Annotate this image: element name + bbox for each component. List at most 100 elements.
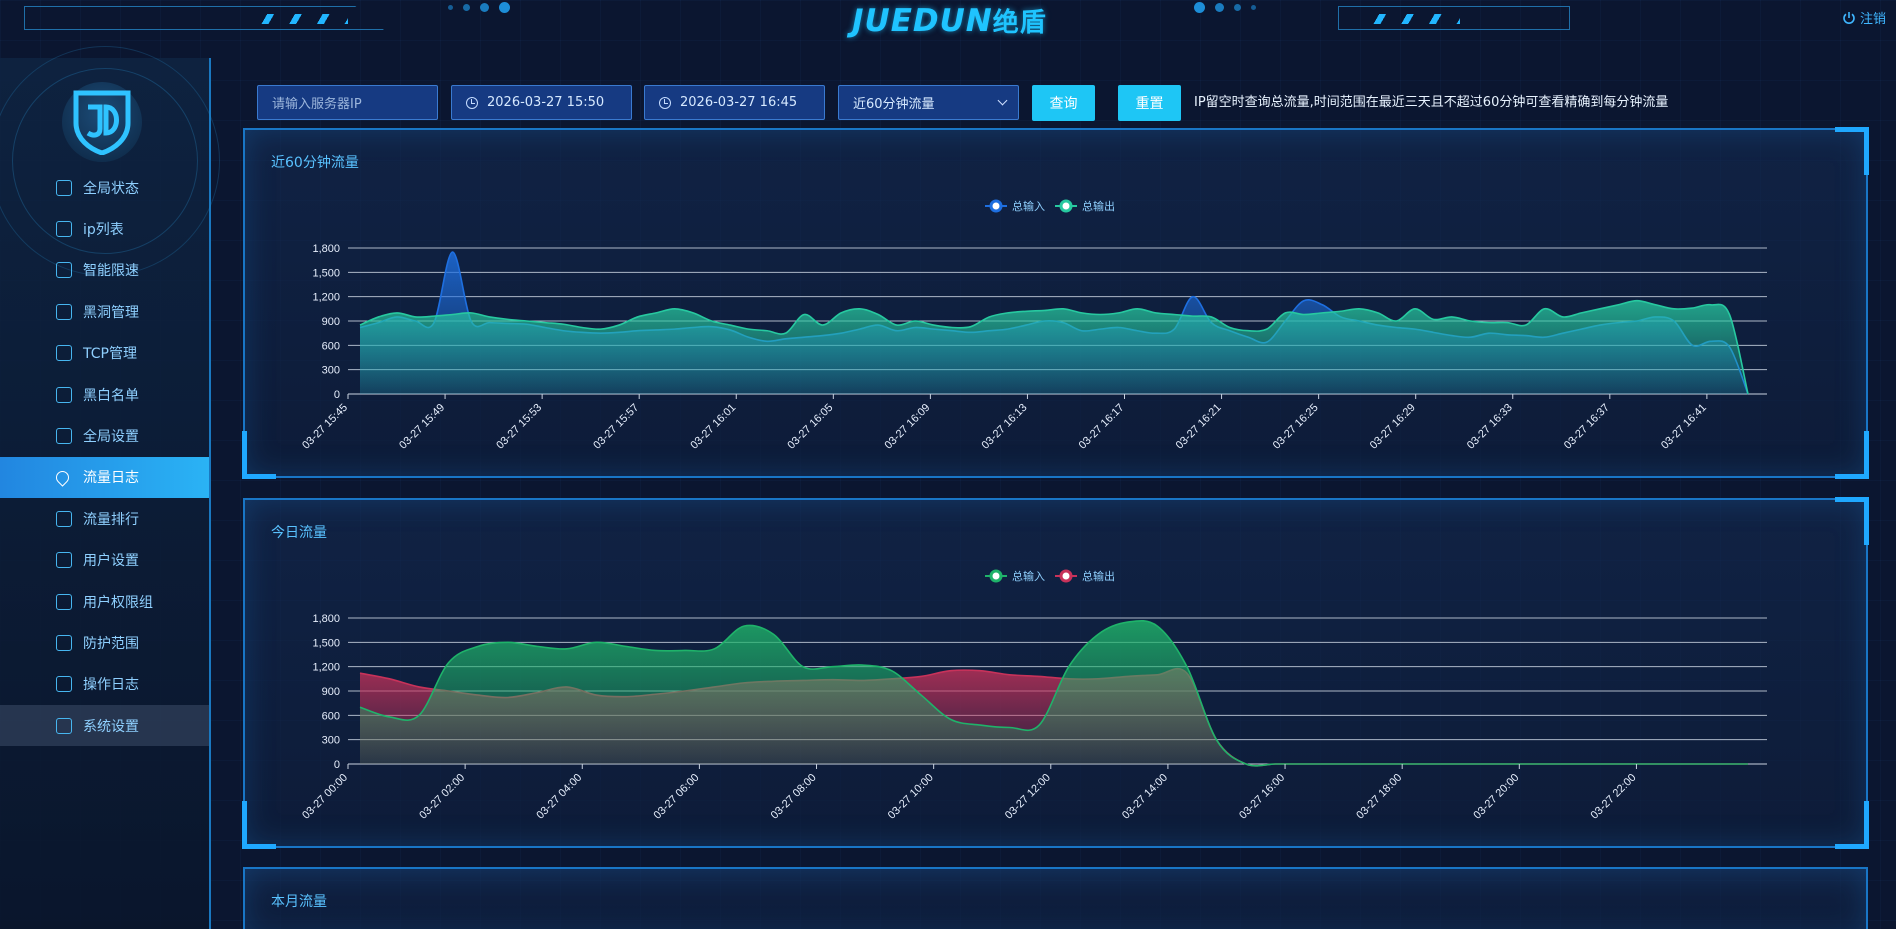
x-tick-label: 03-27 02:00 <box>417 772 467 822</box>
sidebar-item-label: 用户设置 <box>83 553 139 570</box>
header-frame-right <box>1338 6 1570 30</box>
reset-button[interactable]: 重置 <box>1118 85 1181 121</box>
legend-label: 总输入 <box>1012 199 1045 213</box>
sidebar-item-label: 智能限速 <box>83 263 139 280</box>
end-time-picker[interactable]: 2026-03-27 16:45 <box>644 85 825 120</box>
panel-today: 今日流量 0 300 600 900 1,200 1,500 1,800 03-27 00:0… <box>242 497 1869 849</box>
sidebar-item-6[interactable]: 全局设置 <box>0 415 209 456</box>
sidebar-item-label: 系统设置 <box>83 718 139 735</box>
x-tick-label: 03-27 16:05 <box>785 402 835 452</box>
blackhole-icon <box>56 303 72 320</box>
brand-logo-text: JUEDUN <box>852 3 993 39</box>
x-tick-label: 03-27 08:00 <box>769 772 819 822</box>
series-area-1 <box>360 300 1748 394</box>
sidebar-item-label: 操作日志 <box>83 677 139 694</box>
x-tick-label: 03-27 04:00 <box>534 772 584 822</box>
settings-file-icon <box>56 428 72 445</box>
y-tick-label: 1,500 <box>312 267 340 279</box>
y-tick-label: 0 <box>334 759 340 771</box>
clock-icon <box>466 96 478 109</box>
sidebar-menu: 全局状态 ip列表智能限速黑洞管理 TCP管理黑白名单全局设置流量日志流量排行用户设… <box>0 167 209 747</box>
legend-marker <box>989 569 1003 583</box>
x-tick-label: 03-27 15:45 <box>300 402 350 452</box>
speedometer-icon <box>56 262 72 279</box>
y-tick-label: 900 <box>322 316 340 328</box>
brand-logo: JUEDUN绝盾 <box>852 2 1047 39</box>
x-tick-label: 03-27 14:00 <box>1120 772 1170 822</box>
sidebar-item-3[interactable]: 黑洞管理 <box>0 291 209 332</box>
start-time-picker[interactable]: 2026-03-27 15:50 <box>451 85 632 120</box>
header-frame-left <box>24 6 384 30</box>
drop-icon <box>56 510 72 527</box>
legend-marker <box>1059 199 1073 213</box>
legend-label: 总输入 <box>1012 569 1045 583</box>
gear-icon <box>56 717 72 734</box>
x-tick-label: 03-27 16:25 <box>1271 402 1321 452</box>
y-tick-label: 1,500 <box>312 637 340 649</box>
end-time-value: 2026-03-27 16:45 <box>680 95 798 110</box>
range-select[interactable]: 近60分钟流量 <box>838 85 1019 120</box>
logout-button[interactable]: 注销 <box>1842 8 1886 27</box>
x-tick-label: 03-27 16:37 <box>1562 402 1612 452</box>
sidebar-item-label: 全局状态 <box>83 180 139 197</box>
sidebar-item-13[interactable]: 系统设置 <box>0 705 209 747</box>
sidebar-item-8[interactable]: 流量排行 <box>0 498 209 539</box>
y-tick-label: 600 <box>322 710 340 722</box>
user-group-icon <box>56 593 72 610</box>
x-tick-label: 03-27 16:33 <box>1465 402 1515 452</box>
legend-marker <box>989 199 1003 213</box>
brand-logo-cn: 绝盾 <box>992 8 1047 38</box>
tcp-icon <box>56 345 72 362</box>
series-line-1 <box>359 299 1749 395</box>
sidebar-item-5[interactable]: 黑白名单 <box>0 374 209 415</box>
juedun-logo-icon <box>62 82 142 162</box>
log-edit-icon <box>56 676 72 693</box>
top-header: JUEDUN绝盾 注销 <box>0 0 1896 40</box>
y-tick-label: 600 <box>322 340 340 352</box>
panel-title: 近60分钟流量 <box>271 155 359 171</box>
chart-today: 0 300 600 900 1,200 1,500 1,800 03-27 00:00 03-2… <box>300 569 1767 822</box>
sidebar-item-0[interactable]: 全局状态 <box>0 167 209 208</box>
sidebar-item-7[interactable]: 流量日志 <box>0 456 209 499</box>
sidebar-item-9[interactable]: 用户设置 <box>0 540 209 581</box>
sidebar-item-12[interactable]: 操作日志 <box>0 664 209 705</box>
x-tick-label: 03-27 15:53 <box>494 402 544 452</box>
sidebar-item-4[interactable]: TCP管理 <box>0 333 209 374</box>
x-tick-label: 03-27 16:17 <box>1077 402 1127 452</box>
sidebar-item-label: 流量日志 <box>83 470 139 487</box>
x-tick-label: 03-27 16:13 <box>980 402 1030 452</box>
x-tick-label: 03-27 15:49 <box>397 402 447 452</box>
sidebar-item-label: 黑洞管理 <box>83 304 139 321</box>
legend-label: 总输出 <box>1082 199 1115 213</box>
y-tick-label: 1,800 <box>312 613 340 625</box>
x-tick-label: 03-27 10:00 <box>886 772 936 822</box>
user-gear-icon <box>56 552 72 569</box>
x-tick-label: 03-27 16:00 <box>1237 772 1287 822</box>
y-tick-label: 900 <box>322 686 340 698</box>
sidebar-item-1[interactable]: ip列表 <box>0 208 209 249</box>
sidebar-item-label: 用户权限组 <box>83 594 153 611</box>
sidebar-item-2[interactable]: 智能限速 <box>0 250 209 291</box>
panel-title: 本月流量 <box>271 894 327 910</box>
panel-month: 本月流量 <box>243 867 1868 929</box>
x-tick-label: 03-27 12:00 <box>1003 772 1053 822</box>
ip-list-icon <box>56 221 72 238</box>
x-tick-label: 03-27 16:01 <box>688 402 738 452</box>
chart-last-60-min: 0 300 600 900 1,200 1,500 1,800 03-27 15:45 03-2… <box>300 199 1767 452</box>
x-tick-label: 03-27 16:09 <box>882 402 932 452</box>
logout-label: 注销 <box>1860 12 1887 27</box>
server-ip-input[interactable]: 请输入服务器IP <box>257 85 438 120</box>
server-ip-placeholder: 请输入服务器IP <box>272 97 362 112</box>
power-icon <box>1843 11 1855 24</box>
sidebar-item-label: 全局设置 <box>83 429 139 446</box>
query-label: 查询 <box>1049 96 1078 112</box>
legend-marker <box>1059 569 1073 583</box>
reset-label: 重置 <box>1135 96 1164 112</box>
query-button[interactable]: 查询 <box>1032 85 1095 121</box>
sidebar-item-10[interactable]: 用户权限组 <box>0 581 209 622</box>
header-stripes-left <box>258 14 348 24</box>
x-tick-label: 03-27 18:00 <box>1354 772 1404 822</box>
sidebar-item-label: TCP管理 <box>83 346 137 363</box>
sidebar-item-11[interactable]: 防护范围 <box>0 622 209 663</box>
legend-label: 总输出 <box>1082 569 1115 583</box>
